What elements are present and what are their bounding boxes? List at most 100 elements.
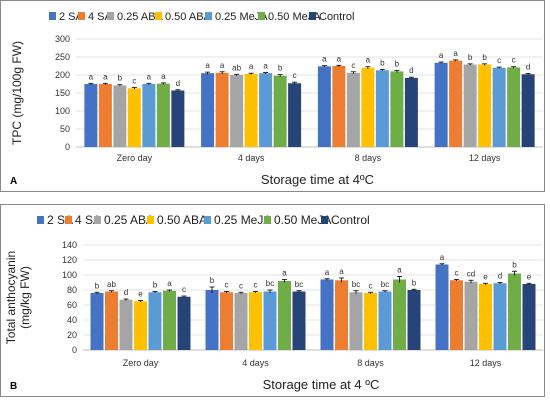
bar <box>463 64 477 147</box>
significance-letter: c <box>497 56 501 65</box>
legend-swatch <box>205 12 212 20</box>
bar <box>361 67 375 147</box>
significance-letter: b <box>95 281 100 290</box>
y-axis-label: TPC (mg/100g FW) <box>10 41 24 145</box>
y-tick-label: 100 <box>55 106 70 116</box>
significance-letter: d <box>526 63 530 72</box>
bar <box>119 299 133 350</box>
bar <box>163 290 176 350</box>
bar <box>249 292 262 350</box>
x-axis-label: Storage time at 4ºC <box>261 172 374 187</box>
significance-letter: b <box>210 276 215 285</box>
bar <box>288 83 302 147</box>
y-tick-label: 60 <box>67 300 77 310</box>
bar <box>201 73 215 147</box>
bar <box>407 290 421 350</box>
bar <box>492 67 506 147</box>
bar <box>156 83 170 147</box>
legend-swatch <box>258 12 265 20</box>
legend-swatch <box>107 12 114 20</box>
bar <box>335 280 348 350</box>
legend-label: 0.50 MeJA <box>268 11 321 23</box>
significance-letter: e <box>483 272 488 281</box>
significance-letter: a <box>220 61 225 70</box>
significance-letter: c <box>132 77 136 86</box>
legend-swatch <box>309 12 316 20</box>
bar <box>521 74 535 147</box>
bar <box>113 85 127 147</box>
bar <box>105 291 118 350</box>
y-axis-label: Total anthocyanin(mg/kg FW) <box>4 251 32 344</box>
bar <box>522 284 536 350</box>
significance-letter: c <box>455 269 459 278</box>
significance-letter: a <box>161 72 166 81</box>
bar <box>234 293 248 350</box>
bar <box>332 66 346 147</box>
legend-label: Control <box>331 213 370 227</box>
bar <box>508 273 521 350</box>
bar <box>292 291 306 350</box>
legend-item: Control <box>309 11 354 23</box>
legend-label: 0.25 MeJA <box>214 213 271 227</box>
bar <box>230 75 244 147</box>
chart-panel-tpc: 2 SA 4 SA 0.25 ABA 0.50 ABA 0.25 MeJA 0.50 Me… <box>0 0 545 192</box>
bar <box>148 292 162 350</box>
significance-letter: e <box>527 272 532 281</box>
chart-panel-anthocyanin: 2 SA 4 SA 0.25 ABA 0.50 ABA 0.25 MeJA 0.50 Me… <box>0 204 545 397</box>
bar <box>205 290 219 350</box>
legend-item: 0.50 ABA <box>147 213 207 227</box>
y-tick-label: 100 <box>62 270 77 280</box>
x-tick-label: 12 days <box>470 358 502 368</box>
bar <box>127 88 141 147</box>
bar <box>98 84 112 147</box>
significance-letter: b <box>153 281 158 290</box>
bar <box>464 281 478 350</box>
significance-letter: b <box>512 260 517 269</box>
bar <box>435 264 449 350</box>
significance-letter: a <box>249 62 254 71</box>
significance-letter: bc <box>352 280 360 289</box>
bar <box>273 75 287 147</box>
legend-swatch <box>94 216 101 224</box>
legend-item: 0.25 ABA <box>107 11 164 23</box>
y-tick-label: 80 <box>67 285 77 295</box>
bar <box>378 291 392 350</box>
legend-swatch <box>204 216 211 224</box>
legend-swatch <box>147 216 154 224</box>
significance-letter: c <box>182 285 186 294</box>
significance-letter: a <box>366 56 371 65</box>
x-tick-label: 4 days <box>242 358 269 368</box>
significance-letter: a <box>339 267 344 276</box>
x-tick-label: 8 days <box>357 358 384 368</box>
bar <box>450 280 463 350</box>
x-axis-label: Storage time at 4 ºC <box>263 377 380 392</box>
legend-label: Control <box>319 11 354 23</box>
y-tick-label: 200 <box>55 70 70 80</box>
bar <box>90 293 104 350</box>
y-tick-label: 250 <box>55 52 70 62</box>
legend-label: 0.25 ABA <box>104 213 154 227</box>
x-tick-label: 8 days <box>355 153 382 163</box>
bar <box>404 77 418 147</box>
bar <box>390 71 404 147</box>
bar <box>393 279 406 350</box>
legend-label: 0.25 ABA <box>117 11 164 23</box>
legend-swatch <box>155 12 162 20</box>
x-tick-label: 4 days <box>238 153 265 163</box>
legend-label: 4 SA <box>88 11 113 23</box>
significance-letter: a <box>337 54 342 63</box>
legend-label: 0.50 ABA <box>157 213 207 227</box>
y-tick-label: 0 <box>72 345 77 355</box>
bar <box>278 281 291 350</box>
legend-item: 0.50 MeJA <box>264 213 331 227</box>
legend-item: 0.25 ABA <box>94 213 154 227</box>
legend-label: 2 SA <box>59 11 84 23</box>
significance-letter: a <box>325 268 330 277</box>
significance-letter: cd <box>467 269 475 278</box>
significance-letter: b <box>278 64 283 73</box>
bar <box>493 283 507 350</box>
significance-letter: d <box>124 288 128 297</box>
bar <box>346 72 360 147</box>
bar <box>317 66 331 147</box>
significance-letter: a <box>322 55 327 64</box>
